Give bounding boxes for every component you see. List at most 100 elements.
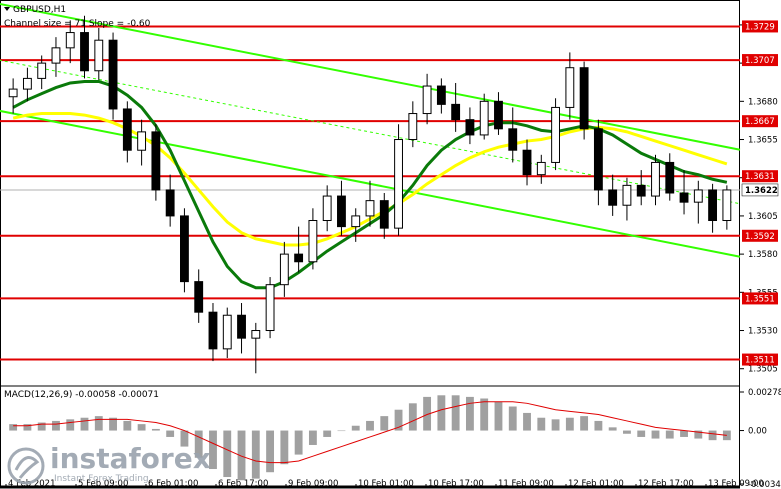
price-tick-label: 1.3580: [748, 250, 778, 260]
candle-body: [308, 220, 318, 263]
level-tag-label: 1.3592: [745, 232, 775, 242]
candle-body: [22, 77, 32, 90]
time-tick-label: 5 Feb 09:00: [78, 479, 128, 489]
candle-body: [180, 215, 189, 283]
candle-body: [194, 281, 204, 313]
macd-histogram-bar: [537, 417, 546, 431]
candle-body: [422, 85, 432, 115]
candle-body: [394, 139, 403, 229]
macd-histogram-bar: [351, 425, 360, 431]
level-tag: [742, 54, 778, 67]
candle-body: [165, 189, 175, 217]
macd-histogram-bar: [366, 420, 374, 431]
level-tag-label: 1.3511: [745, 356, 775, 366]
time-tick-label: 12 Feb 17:00: [638, 479, 694, 489]
current-price-label: 1.3622: [745, 186, 778, 196]
macd-histogram-bar: [37, 422, 46, 431]
level-tag: [742, 170, 778, 183]
macd-histogram-bar: [694, 430, 703, 439]
macd-histogram-bar: [194, 430, 203, 458]
macd-histogram-bar: [623, 430, 631, 434]
instaforex-logo-icon: [7, 447, 45, 485]
candle-body: [265, 284, 275, 332]
level-tag-label: 1.3631: [745, 172, 775, 182]
time-tick-label: 10 Feb 01:00: [358, 479, 414, 489]
candle-body: [37, 62, 47, 79]
price-tick-label: 1.3680: [748, 97, 778, 107]
channel-line: [0, 2, 741, 151]
candle-body: [436, 85, 446, 105]
macd-histogram-bar: [266, 430, 275, 473]
level-tags: 1.3729 1.3707 1.3667 1.3631 1.3592 1.3551 1.35…: [741, 20, 779, 366]
macd-panel: MACD(12,26,9) -0.00058 -0.00071 0.00278 0.…: [0, 385, 781, 489]
candle-body: [379, 200, 389, 229]
watermark: instaforex Instant Forex Trading: [7, 442, 211, 485]
candle-body: [494, 100, 503, 130]
macd-histogram-bar: [394, 409, 403, 431]
level-tag-label: 1.3551: [745, 294, 775, 304]
level-tag: [742, 292, 778, 305]
level-tag-label: 1.3667: [745, 117, 775, 127]
candle-body: [94, 39, 104, 72]
level-tag: [742, 115, 778, 128]
macd-histogram-bar: [608, 427, 617, 431]
macd-histogram-bar: [437, 395, 446, 431]
candle-body: [122, 108, 132, 151]
macd-histogram-bar: [94, 416, 103, 431]
candle-body: [351, 215, 361, 228]
time-tick-label: 12 Feb 01:00: [568, 479, 624, 489]
macd-histogram-bar: [480, 398, 489, 431]
candle-body: [593, 128, 603, 191]
macd-histogram-bar: [308, 430, 317, 445]
price-tick-label: 1.3655: [748, 136, 778, 146]
candle-body: [536, 161, 546, 176]
candle-body: [722, 189, 732, 222]
level-tag-label: 1.3707: [745, 56, 775, 66]
macd-histogram-bar: [423, 396, 432, 431]
macd-histogram-bar: [80, 417, 89, 431]
instaforex-logo-swirl: [14, 456, 40, 479]
macd-histogram-bar: [637, 430, 646, 437]
time-tick-label: 10 Feb 17:00: [428, 479, 484, 489]
candle-body: [279, 253, 289, 286]
level-tag: [742, 353, 778, 366]
candle-body: [251, 330, 261, 339]
candle-body: [565, 67, 575, 108]
time-tick-label: 6 Feb 17:00: [218, 479, 268, 489]
chart-title: GBPUSD,H1: [13, 5, 66, 15]
candle-body: [222, 314, 232, 350]
macd-histogram-bar: [23, 424, 32, 431]
candle-body: [237, 314, 246, 339]
chart-title-group: GBPUSD,H1 Channel size = 71 Slope = -0.6…: [4, 5, 151, 29]
macd-histogram-bar: [280, 430, 289, 465]
candle-body: [522, 149, 532, 176]
candle-body: [622, 184, 632, 206]
candle-body: [294, 253, 304, 263]
current-price-tag: [741, 183, 779, 197]
macd-histogram-bar: [380, 416, 389, 431]
macd-histogram-bar: [151, 428, 160, 431]
title-arrow-icon: [4, 7, 10, 11]
candle-body: [508, 128, 518, 151]
candle-body: [551, 106, 560, 163]
price-tick-label: 1.3530: [748, 327, 778, 337]
macd-histogram-bar: [9, 424, 18, 431]
time-tick-label: 6 Feb 01:00: [148, 479, 198, 489]
candle-body: [8, 88, 18, 98]
macd-histogram-bar: [209, 430, 217, 470]
price-tick-label: 1.3505: [748, 365, 778, 375]
macd-histogram-bar: [166, 430, 175, 437]
level-tag: [742, 20, 778, 33]
macd-histogram-bar: [109, 417, 117, 431]
macd-histogram-bar: [665, 430, 674, 439]
macd-histogram-bar: [708, 430, 717, 441]
macd-frame: [0, 385, 740, 487]
macd-histogram-bar: [451, 395, 460, 431]
macd-histogram-bar: [408, 403, 417, 431]
candle-body: [579, 67, 589, 130]
macd-tick-label: 0.00: [748, 427, 767, 437]
candle-body: [151, 131, 161, 191]
macd-histogram-bar: [251, 430, 260, 479]
candle-body: [693, 189, 703, 203]
